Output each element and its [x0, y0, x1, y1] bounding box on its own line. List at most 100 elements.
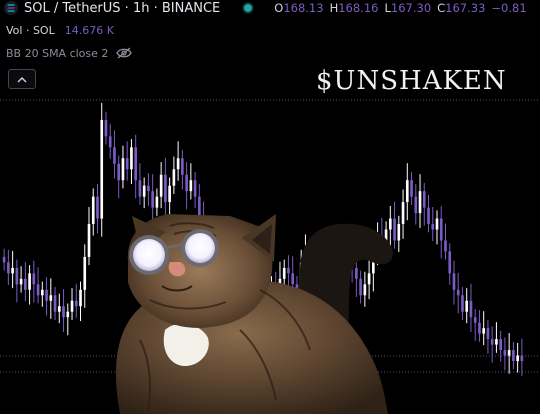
candle-body [87, 224, 91, 257]
cat-chest-patch [163, 323, 209, 366]
candle-body [189, 180, 193, 192]
candle-body [355, 267, 358, 279]
candle-body [40, 289, 44, 296]
candle-body [66, 311, 70, 318]
candle-body [431, 224, 435, 230]
candle-body [185, 174, 188, 192]
candle-body [91, 196, 95, 225]
candle-body [444, 240, 447, 252]
hidden-eye-icon[interactable] [116, 47, 133, 59]
candle-body [130, 147, 133, 170]
candle-body [448, 251, 452, 274]
candle-body [465, 300, 469, 312]
candle-body [372, 256, 375, 274]
candle-body [422, 191, 426, 208]
bollinger-indicator[interactable]: BB 20 SMA close 2 [6, 45, 133, 61]
candle-body [155, 196, 159, 208]
candle-body [456, 289, 460, 296]
collapse-legend-button[interactable] [8, 69, 36, 89]
candle-body [11, 267, 14, 274]
candle-body [461, 295, 464, 312]
candle-body [478, 322, 481, 334]
candle-body [495, 339, 498, 345]
candle-body [291, 273, 295, 285]
candle-body [176, 158, 180, 170]
candle-body [117, 163, 121, 181]
candle-body [62, 306, 65, 318]
candle-body [410, 180, 413, 197]
candle-body [36, 284, 40, 296]
candle-body [125, 158, 129, 170]
candle-body [469, 300, 473, 318]
candle-body [414, 196, 418, 214]
unshaken-watermark: $UNSHAKEN [316, 66, 507, 96]
candle-body [74, 300, 78, 307]
candle-body [198, 196, 201, 219]
candle-body [282, 267, 286, 279]
candle-body [507, 350, 511, 356]
market-status-dot[interactable] [244, 4, 253, 12]
candle-body [147, 185, 150, 192]
candle-body [57, 306, 61, 312]
candle-body [100, 119, 104, 219]
solana-logo-icon [4, 1, 18, 15]
candle-body [482, 328, 486, 334]
candle-body [151, 191, 154, 208]
glasses-left-lens [133, 239, 165, 271]
candle-body [49, 295, 53, 301]
candle-body [427, 207, 430, 225]
candle-body [363, 284, 367, 296]
candle-body [134, 147, 138, 181]
candle-body [367, 273, 371, 285]
volume-value: 14.676 K [64, 23, 114, 37]
volume-label: Vol · SOL [6, 23, 55, 37]
candle-body [490, 339, 494, 345]
candle-body [439, 218, 443, 241]
ohlc-change: −0.81 [491, 1, 527, 15]
candle-body [473, 317, 477, 323]
ohlc-close: C167.33 [437, 1, 486, 15]
volume-indicator[interactable]: Vol · SOL 14.676 K [6, 22, 114, 38]
candle-body [384, 229, 388, 246]
symbol-title[interactable]: SOL / TetherUS · 1h · BINANCE [24, 0, 221, 16]
candle-body [397, 224, 401, 241]
candle-body [181, 158, 184, 175]
candle-body [287, 267, 290, 274]
ohlc-low: L167.30 [384, 1, 432, 15]
candle-body [159, 174, 163, 197]
candle-body [121, 158, 125, 181]
candle-body [295, 284, 299, 290]
candle-body [96, 196, 99, 219]
candle-body [516, 355, 519, 362]
chevron-up-icon [17, 76, 27, 82]
candle-body [512, 350, 515, 362]
ohlc-values: O168.13 H168.16 L167.30 C167.33 −0.81 [274, 1, 526, 15]
candle-body [108, 136, 112, 148]
candle-body [499, 339, 502, 351]
candle-body [45, 289, 48, 301]
ohlc-high: H168.16 [329, 1, 379, 15]
candle-body [19, 278, 23, 285]
glasses-right-lens [185, 233, 215, 263]
candle-body [401, 202, 405, 225]
candle-body [359, 278, 362, 296]
candle-body [486, 328, 490, 340]
candle-body [28, 273, 31, 290]
candle-body [113, 147, 116, 164]
candle-body [418, 191, 422, 214]
candle-body [193, 180, 197, 197]
candle-body [393, 218, 396, 241]
candle-body [7, 262, 10, 274]
symbol-header: SOL / TetherUS · 1h · BINANCE O168.13 H1… [0, 0, 540, 16]
candle-body [452, 273, 456, 290]
candle-body [405, 180, 409, 203]
candle-body [24, 278, 27, 290]
candle-body [435, 218, 439, 230]
candle-body [168, 185, 171, 203]
candle-body [83, 256, 87, 290]
candle-body [138, 180, 142, 197]
candle-body [70, 300, 74, 312]
cat-mouth [161, 285, 193, 292]
